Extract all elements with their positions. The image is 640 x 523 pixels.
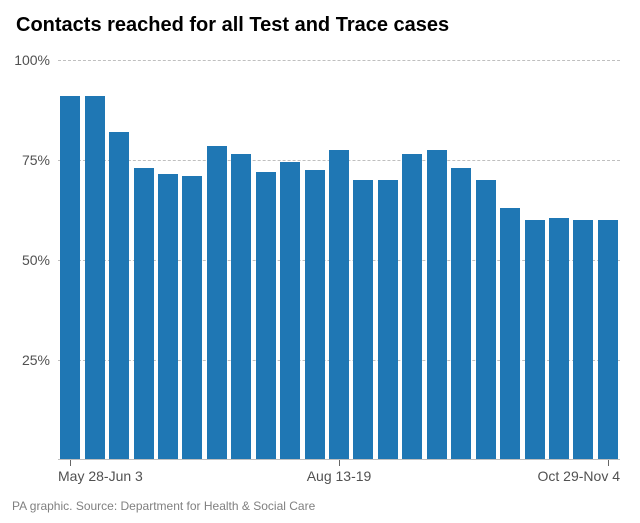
- bar-9: [280, 162, 300, 460]
- bar-19: [525, 220, 545, 460]
- bar-13: [378, 180, 398, 460]
- bar-8: [256, 172, 276, 460]
- bar-slot: [596, 60, 620, 460]
- bars-group: [58, 60, 620, 460]
- bar-6: [207, 146, 227, 460]
- bar-slot: [229, 60, 253, 460]
- bar-14: [402, 154, 422, 460]
- bar-22: [598, 220, 618, 460]
- bar-slot: [351, 60, 375, 460]
- chart-title: Contacts reached for all Test and Trace …: [16, 14, 449, 37]
- x-tick-11: [339, 460, 340, 466]
- y-axis-label-100: 100%: [0, 52, 50, 68]
- x-axis-label-22: Oct 29-Nov 4: [538, 468, 620, 484]
- chart-container: Contacts reached for all Test and Trace …: [0, 0, 640, 523]
- y-axis-label-75: 75%: [0, 152, 50, 168]
- bar-slot: [180, 60, 204, 460]
- y-axis-label-25: 25%: [0, 352, 50, 368]
- bar-slot: [473, 60, 497, 460]
- source-caption: PA graphic. Source: Department for Healt…: [12, 499, 315, 513]
- bar-10: [305, 170, 325, 460]
- x-tick-0: [70, 460, 71, 466]
- bar-20: [549, 218, 569, 460]
- bar-1: [85, 96, 105, 460]
- bar-slot: [449, 60, 473, 460]
- bar-4: [158, 174, 178, 460]
- plot-area: May 28-Jun 3 Aug 13-19 Oct 29-Nov 4: [58, 60, 620, 460]
- bar-slot: [156, 60, 180, 460]
- bar-0: [60, 96, 80, 460]
- bar-5: [182, 176, 202, 460]
- bar-slot: [302, 60, 326, 460]
- bar-21: [573, 220, 593, 460]
- bar-11: [329, 150, 349, 460]
- bar-slot: [425, 60, 449, 460]
- bar-7: [231, 154, 251, 460]
- bar-slot: [400, 60, 424, 460]
- bar-12: [353, 180, 373, 460]
- bar-slot: [278, 60, 302, 460]
- x-axis-label-0: May 28-Jun 3: [58, 468, 143, 484]
- y-axis-label-50: 50%: [0, 252, 50, 268]
- bar-17: [476, 180, 496, 460]
- bar-slot: [254, 60, 278, 460]
- bar-15: [427, 150, 447, 460]
- bar-slot: [327, 60, 351, 460]
- bar-slot: [547, 60, 571, 460]
- bar-3: [134, 168, 154, 460]
- bar-slot: [571, 60, 595, 460]
- bar-2: [109, 132, 129, 460]
- bar-slot: [131, 60, 155, 460]
- x-tick-22: [608, 460, 609, 466]
- bar-slot: [498, 60, 522, 460]
- bar-slot: [82, 60, 106, 460]
- bar-16: [451, 168, 471, 460]
- bar-slot: [58, 60, 82, 460]
- bar-18: [500, 208, 520, 460]
- bar-slot: [522, 60, 546, 460]
- bar-slot: [205, 60, 229, 460]
- bar-slot: [107, 60, 131, 460]
- x-axis-label-11: Aug 13-19: [307, 468, 372, 484]
- bar-slot: [376, 60, 400, 460]
